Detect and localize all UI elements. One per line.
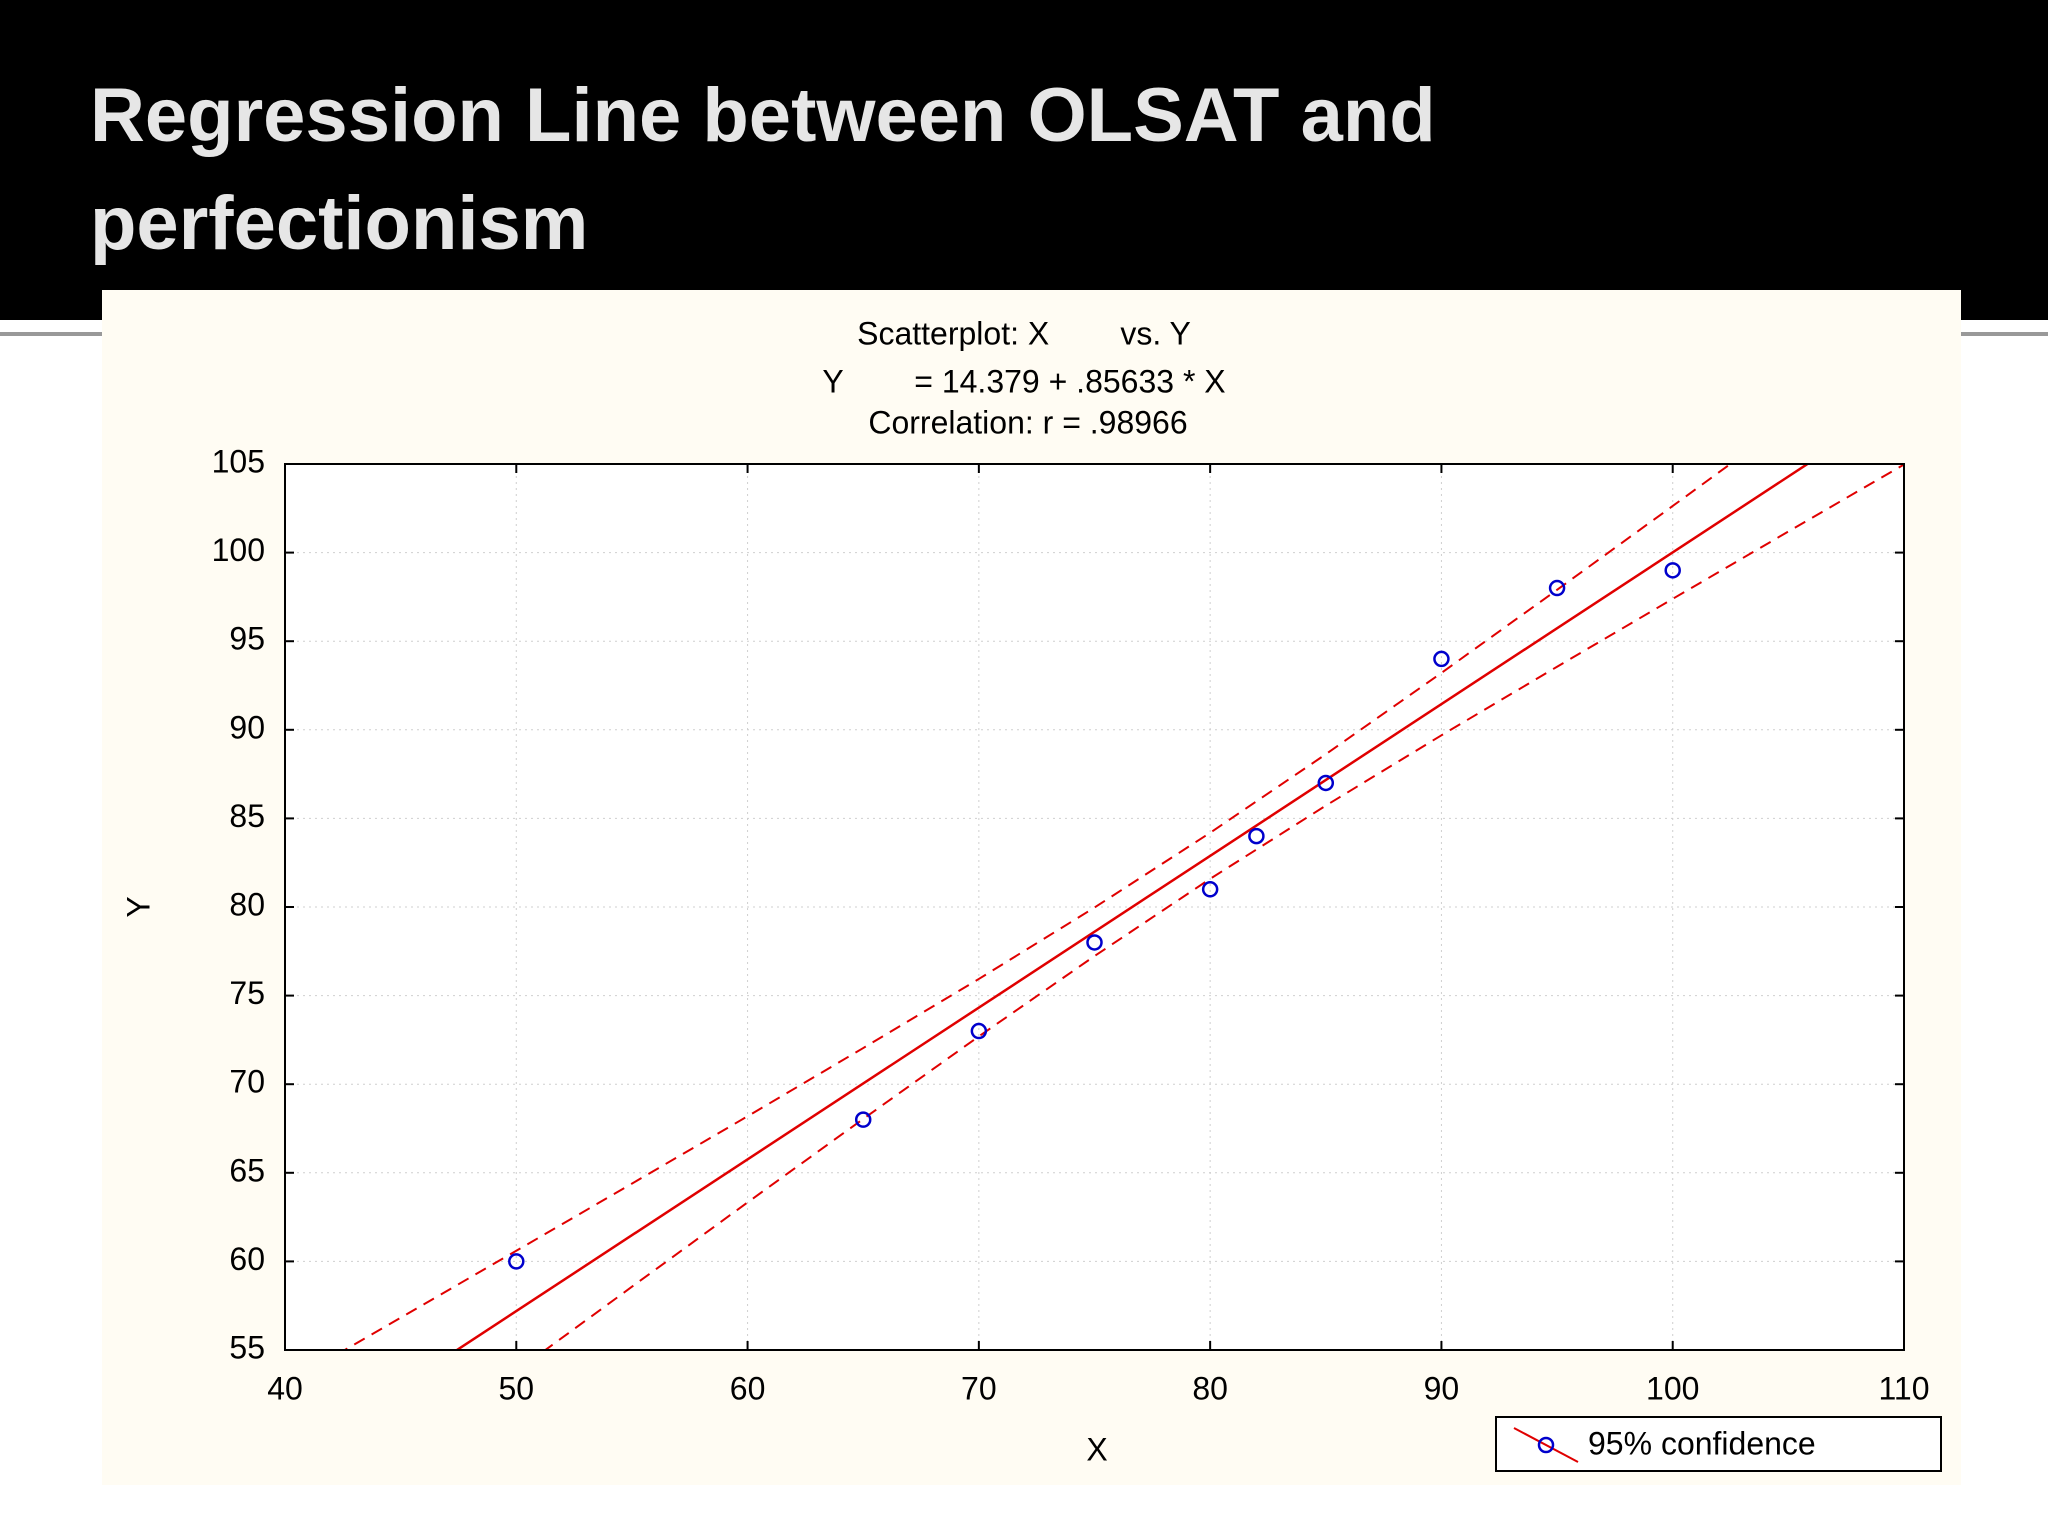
legend-label: 95% confidence [1588,1425,1816,1461]
plot-area [285,464,1904,1350]
rule [0,332,110,336]
confidence-upper [342,464,1732,1350]
y-tick-label: 95 [229,621,265,657]
x-tick-label: 110 [1878,1370,1929,1406]
legend-line-swatch [1513,1427,1579,1463]
data-point [854,1111,872,1128]
x-tick-label: 100 [1646,1370,1699,1406]
y-tick-label: 105 [212,443,265,479]
plot-frame [284,463,1905,1351]
data-point [1086,934,1103,951]
data-point [970,1022,988,1040]
chart-subtitle: Correlation: r = .98966 [868,404,1187,440]
x-tick-label: 60 [730,1370,766,1406]
y-axis-label: Y [120,896,156,917]
x-tick-label: 70 [961,1370,997,1406]
data-point [1248,827,1265,845]
slide-title: Regression Line between OLSAT and perfec… [90,73,1436,266]
x-axis-label: X [1086,1431,1107,1467]
chart-title: Scatterplot: X vs. Y [857,315,1191,351]
header-band [0,0,2048,320]
y-tick-label: 80 [229,886,265,922]
legend-box [1495,1416,1942,1472]
data-point [1433,650,1450,668]
y-tick-label: 60 [229,1241,265,1277]
x-tick-label: 50 [498,1370,534,1406]
data-point [1548,579,1566,597]
y-tick-label: 90 [229,709,265,745]
x-tick-label: 80 [1192,1370,1228,1406]
plot-marks [342,464,1904,1350]
x-tick-label: 40 [267,1370,303,1406]
chart-subtitle: Y = 14.379 + .85633 * X [822,363,1225,399]
y-tick-label: 100 [212,532,265,568]
y-tick-label: 75 [229,975,265,1011]
data-point [1317,774,1335,792]
data-point [1201,881,1219,898]
y-tick-label: 85 [229,798,265,834]
y-tick-label: 65 [229,1152,265,1188]
y-tick-label: 55 [229,1329,265,1365]
y-tick-label: 70 [229,1064,265,1100]
regression-line [454,464,1810,1350]
data-point [1664,562,1681,579]
x-tick-label: 90 [1424,1370,1460,1406]
data-point [508,1253,525,1270]
legend-point-swatch [1537,1436,1555,1454]
rule [1960,332,2048,336]
